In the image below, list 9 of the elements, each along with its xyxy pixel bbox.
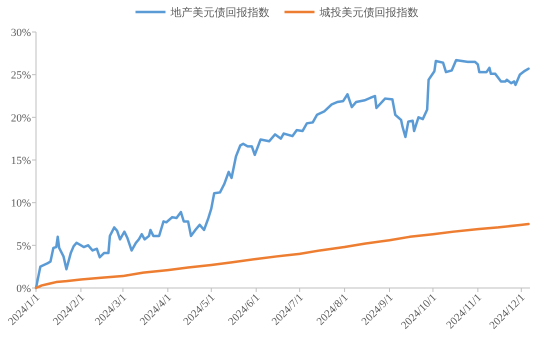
legend-label: 地产美元债回报指数 bbox=[170, 6, 270, 19]
y-tick-label: 30% bbox=[10, 27, 31, 39]
y-tick-label: 20% bbox=[10, 112, 31, 124]
y-tick-label: 0% bbox=[16, 283, 31, 295]
y-tick-label: 5% bbox=[16, 240, 31, 252]
legend-label: 城投美元债回报指数 bbox=[318, 6, 418, 19]
y-tick-label: 15% bbox=[10, 155, 31, 167]
y-tick-label: 25% bbox=[10, 70, 31, 82]
y-tick-label: 10% bbox=[10, 198, 31, 210]
